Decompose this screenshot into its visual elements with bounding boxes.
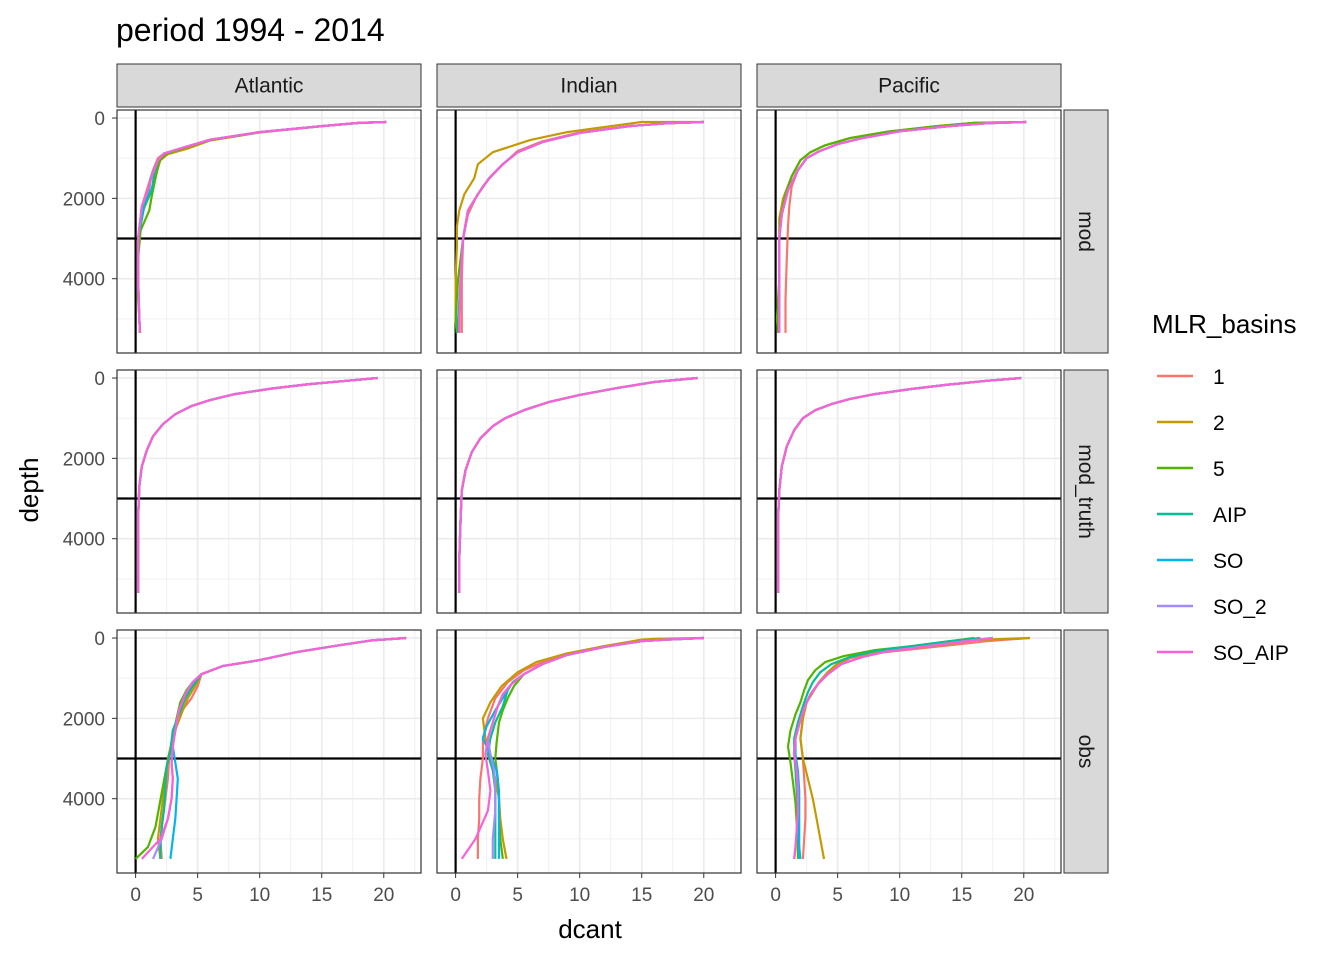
y-tick-label: 2000 bbox=[63, 709, 105, 730]
x-tick-label: 15 bbox=[311, 885, 332, 906]
legend-label: AIP bbox=[1213, 504, 1247, 527]
series-line-so-aip bbox=[777, 376, 1022, 593]
y-tick-label: 2000 bbox=[63, 189, 105, 210]
row-strip-mod-truth bbox=[1063, 369, 1109, 614]
x-tick-label: 20 bbox=[693, 885, 714, 906]
legend-label: SO bbox=[1213, 550, 1243, 573]
panel-background bbox=[757, 370, 1061, 613]
panel-atlantic-obs bbox=[116, 629, 422, 874]
panel-border bbox=[436, 369, 742, 614]
panel-border bbox=[436, 109, 742, 354]
x-axis-title: dcant bbox=[558, 914, 622, 944]
y-tick-label: 2000 bbox=[63, 449, 105, 470]
panel-indian-mod bbox=[436, 109, 742, 354]
x-tick-label: 5 bbox=[512, 885, 523, 906]
column-strip-label: Indian bbox=[560, 75, 617, 98]
row-strip-label: obs bbox=[1074, 735, 1097, 769]
series-line-so-aip bbox=[137, 376, 378, 593]
series-line-so-aip bbox=[793, 636, 993, 860]
x-tick-label: 0 bbox=[770, 885, 781, 906]
y-tick-label: 0 bbox=[94, 109, 105, 130]
column-strip-indian bbox=[436, 63, 742, 108]
y-tick-label: 0 bbox=[94, 369, 105, 390]
y-tick-label: 4000 bbox=[63, 790, 105, 811]
panel-pacific-mod-truth bbox=[756, 369, 1062, 614]
panel-background bbox=[117, 110, 421, 353]
row-strip-label: mod bbox=[1074, 211, 1097, 252]
x-tick-label: 15 bbox=[631, 885, 652, 906]
x-tick-label: 10 bbox=[569, 885, 590, 906]
series-line-so-aip bbox=[460, 636, 704, 860]
panel-indian-mod-truth bbox=[436, 369, 742, 614]
y-axis-title: depth bbox=[14, 457, 44, 522]
x-tick-label: 10 bbox=[889, 885, 910, 906]
panels-layer: Atlantic Indian Pacificmodmod_truthobs0200… bbox=[63, 63, 1109, 906]
panel-background bbox=[757, 110, 1061, 353]
legend-label: 1 bbox=[1213, 366, 1225, 389]
x-tick-label: 5 bbox=[832, 885, 843, 906]
row-strip-label: mod_truth bbox=[1074, 444, 1097, 539]
legend-item-so-2: SO_2 bbox=[1157, 596, 1267, 619]
x-tick-label: 5 bbox=[192, 885, 203, 906]
panel-border bbox=[756, 629, 1062, 874]
y-tick-label: 4000 bbox=[63, 270, 105, 291]
panel-background bbox=[437, 110, 741, 353]
column-strip-label: Atlantic bbox=[235, 75, 304, 98]
legend: MLR_basins 1 2 5 AIP SO SO_2 SO_AIP bbox=[1152, 309, 1297, 665]
panel-border bbox=[116, 629, 422, 874]
panel-background bbox=[117, 370, 421, 613]
panel-pacific-obs bbox=[756, 629, 1062, 874]
panel-border bbox=[116, 369, 422, 614]
panel-border bbox=[756, 109, 1062, 354]
x-tick-label: 15 bbox=[951, 885, 972, 906]
legend-label: 5 bbox=[1213, 458, 1225, 481]
row-strip-mod bbox=[1063, 109, 1109, 354]
panel-border bbox=[436, 629, 742, 874]
series-line-so-aip bbox=[458, 376, 698, 593]
legend-item-so-aip: SO_AIP bbox=[1157, 642, 1289, 665]
legend-title: MLR_basins bbox=[1152, 309, 1297, 339]
x-tick-label: 10 bbox=[249, 885, 270, 906]
column-strip-pacific bbox=[756, 63, 1062, 108]
panel-background bbox=[437, 370, 741, 613]
x-tick-label: 20 bbox=[373, 885, 394, 906]
legend-item-aip: AIP bbox=[1157, 504, 1247, 527]
panel-background bbox=[757, 630, 1061, 873]
legend-label: 2 bbox=[1213, 412, 1225, 435]
series-line-so-aip bbox=[140, 636, 407, 860]
x-tick-label: 0 bbox=[450, 885, 461, 906]
panel-background bbox=[117, 630, 421, 873]
panel-atlantic-mod-truth bbox=[116, 369, 422, 614]
panel-indian-obs bbox=[436, 629, 742, 874]
series-line-so-aip bbox=[137, 120, 387, 333]
y-tick-label: 0 bbox=[94, 629, 105, 650]
series-line-2 bbox=[454, 120, 704, 334]
x-tick-label: 0 bbox=[130, 885, 141, 906]
panel-border bbox=[756, 369, 1062, 614]
legend-items: 1 2 5 AIP SO SO_2 SO_AIP bbox=[1157, 366, 1289, 665]
legend-item-2: 2 bbox=[1157, 412, 1225, 435]
series-line-so-aip bbox=[458, 120, 704, 333]
legend-item-5: 5 bbox=[1157, 458, 1225, 481]
panel-atlantic-mod bbox=[116, 109, 422, 354]
legend-item-1: 1 bbox=[1157, 366, 1225, 389]
legend-label: SO_2 bbox=[1213, 596, 1267, 619]
column-strip-label: Pacific bbox=[878, 75, 940, 98]
row-strip-obs bbox=[1063, 629, 1109, 874]
x-tick-label: 20 bbox=[1013, 885, 1034, 906]
series-line-so-aip bbox=[778, 120, 1027, 333]
chart-title: period 1994 - 2014 bbox=[116, 12, 385, 48]
legend-item-so: SO bbox=[1157, 550, 1243, 573]
column-strip-atlantic bbox=[116, 63, 422, 108]
panel-border bbox=[116, 109, 422, 354]
panel-pacific-mod bbox=[756, 109, 1062, 354]
y-tick-label: 4000 bbox=[63, 530, 105, 551]
legend-label: SO_AIP bbox=[1213, 642, 1289, 665]
